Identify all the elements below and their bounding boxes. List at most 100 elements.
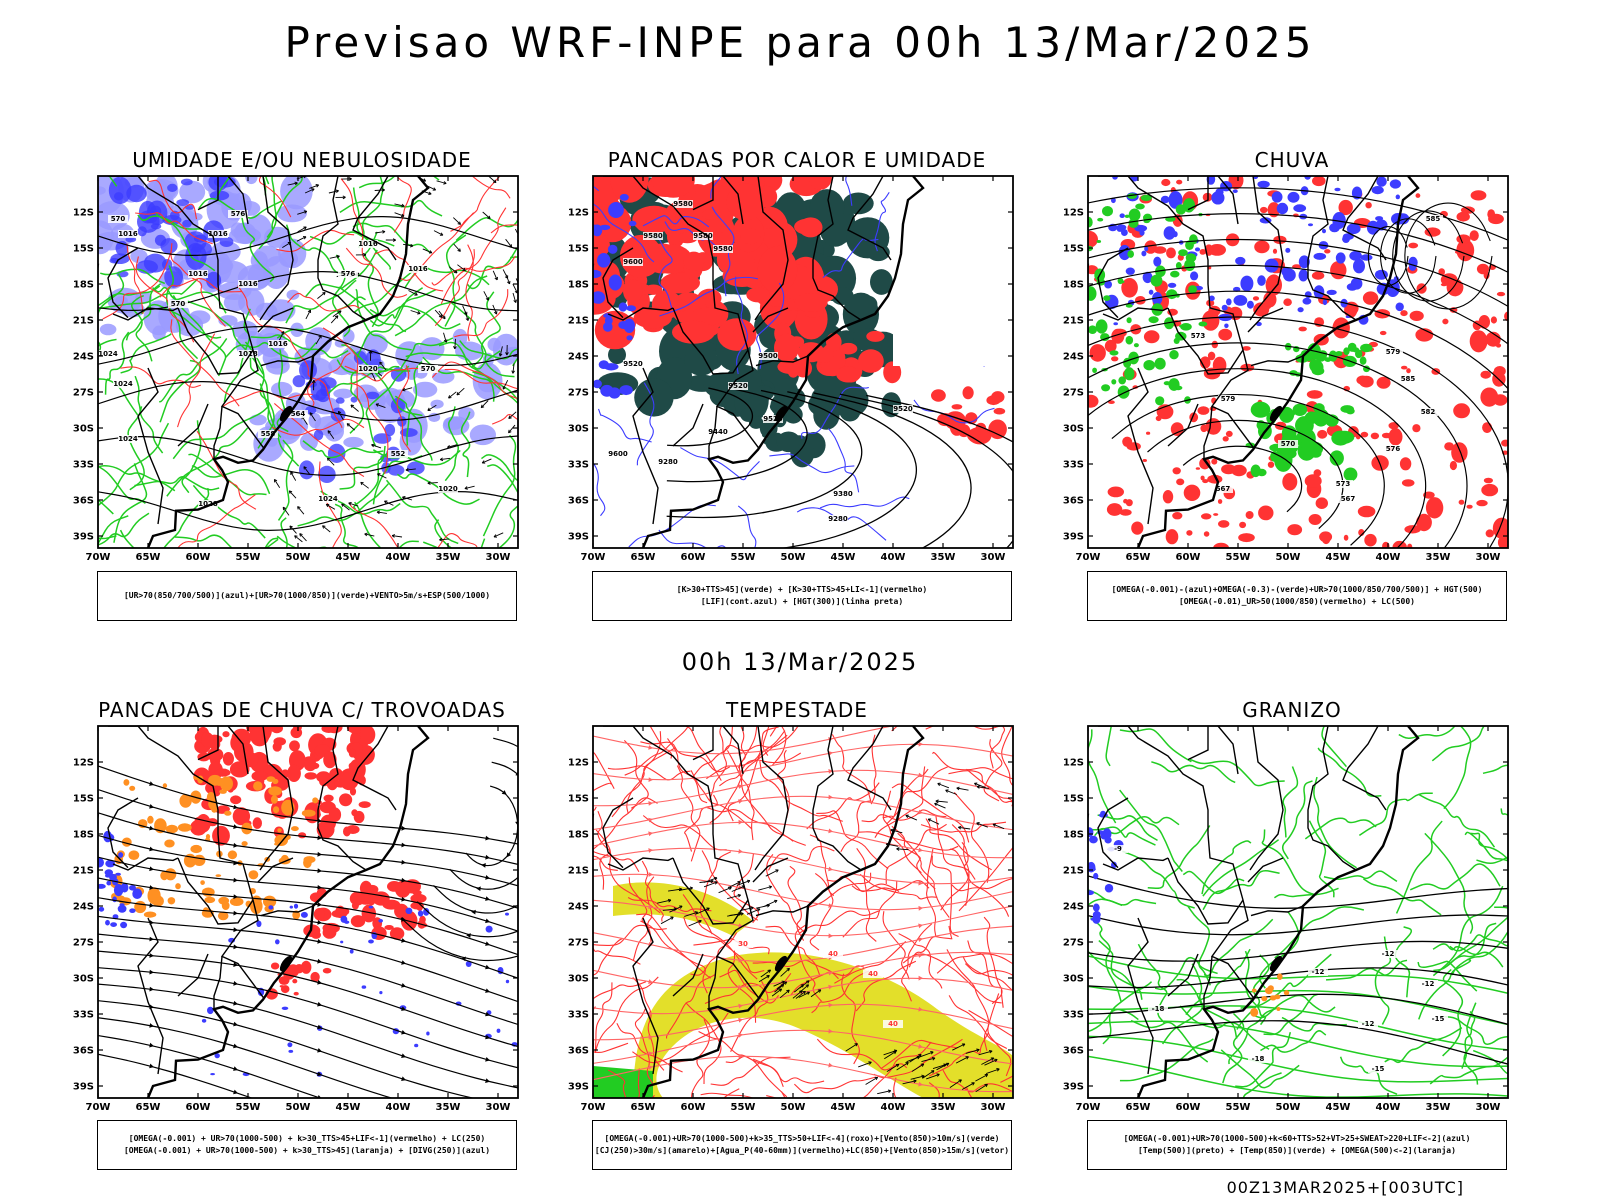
wind850-vector (937, 783, 950, 789)
thunder-red-area (328, 927, 335, 935)
wind-vector-head (945, 789, 949, 793)
wind-vector-head (364, 532, 368, 537)
lon-tick-label: 65W (1126, 1102, 1151, 1113)
wind-vector-head (935, 799, 939, 804)
omega-green-area (1100, 333, 1110, 342)
low-level-humidity-contour (480, 538, 486, 548)
humidity-mid-area (455, 341, 484, 361)
omega500-orange-area (1261, 996, 1268, 1002)
omega-green-area (1095, 319, 1108, 334)
k-tts-li-red-area (675, 204, 703, 226)
water-vapor-contour (856, 847, 877, 942)
thunder-red-area (324, 820, 334, 832)
low-level-humidity-contour (192, 484, 266, 539)
omega-red-area (1096, 345, 1103, 352)
streamline-arrowhead (466, 933, 471, 938)
omega-red-area (1408, 242, 1419, 249)
border-line (607, 307, 674, 321)
water-vapor-contour (593, 797, 658, 851)
thunder-red-area (328, 807, 342, 822)
omega-red-area (1242, 346, 1251, 351)
wind-vector-head (318, 335, 322, 339)
omega-red-area (1238, 533, 1255, 543)
lon-tick-label: 35W (1426, 552, 1451, 563)
omega-green-area (1343, 467, 1358, 482)
k-tts-green-area (809, 189, 845, 226)
temp500-contour (1088, 875, 1508, 909)
wind-vector (499, 346, 503, 357)
streamline-arrowhead (149, 866, 154, 872)
streamline-arrowhead (317, 1048, 322, 1053)
lon-tick-label: 40W (881, 552, 906, 563)
omega-red-area (1308, 514, 1322, 525)
wind-vector (464, 485, 475, 490)
lif-contour (845, 176, 853, 206)
wind-vector (317, 292, 326, 299)
humidity-mid-area (452, 328, 468, 346)
streamline-arrowhead (149, 885, 154, 890)
water-vapor-contour (693, 938, 770, 955)
humidity-mid-area (412, 381, 438, 398)
k-tts-li-red-area (632, 205, 676, 233)
wind-vector (480, 400, 489, 409)
hgt300-contour (666, 389, 863, 519)
streamline-arrowhead (317, 1024, 322, 1030)
lon-tick-label: 50W (781, 1102, 806, 1113)
thunder-orange-area (193, 854, 206, 866)
wind-vector (332, 310, 342, 317)
temp500-contour (1088, 967, 1508, 989)
divergence-area (496, 1028, 501, 1033)
lc850-streamline (593, 1029, 1013, 1065)
water-vapor-contour (777, 749, 790, 819)
wind-vector-head (336, 254, 340, 259)
omega-red-area (1485, 529, 1494, 538)
streamline-arrowhead (520, 871, 525, 876)
thunder-red-area (339, 793, 353, 807)
lat-tick-label: 39S (1063, 1082, 1084, 1093)
wind-vector-head (746, 879, 751, 884)
streamline-arrowhead (828, 933, 833, 939)
legend-box: [UR>70(850/700/500)](azul)+[UR>70(1000/8… (97, 571, 517, 621)
water-vapor-contour (962, 957, 1013, 992)
border-line (1307, 726, 1357, 871)
omega-red-area (1407, 543, 1413, 548)
temp850-contour (1418, 958, 1472, 1020)
divergence-area (98, 906, 105, 912)
omega-red-area (1482, 422, 1493, 433)
lon-tick-label: 35W (931, 1102, 956, 1113)
wind-vector (296, 236, 307, 242)
omega-green-area (1150, 274, 1163, 287)
omega-green-area (1155, 396, 1165, 406)
omega-green-area (1315, 352, 1327, 362)
hail-index-area (1104, 836, 1112, 844)
low-level-humidity-contour (223, 308, 251, 403)
lif-contour (710, 176, 723, 199)
pressure-isobar (98, 326, 518, 366)
temp850-contour (1282, 766, 1299, 838)
wind-vector (327, 430, 335, 440)
thickness-contour (287, 292, 360, 312)
water-vapor-contour (861, 809, 947, 823)
hgt500-contour (1182, 445, 1303, 513)
divergence-area (378, 919, 384, 923)
lat-tick-label: 36S (568, 496, 589, 507)
divergence-area (268, 905, 274, 910)
lc850-streamline (593, 1055, 1013, 1093)
thunder-orange-area (147, 887, 161, 905)
thunder-red-area (301, 960, 312, 974)
omega-red-area (1483, 271, 1490, 280)
omega-red-area (1466, 504, 1473, 509)
wind-vector-head (322, 525, 326, 529)
wind850-vector (945, 789, 957, 795)
wind-vector-head (448, 395, 452, 399)
streamline-arrowhead (828, 1028, 833, 1034)
thunder-red-area (236, 761, 246, 770)
omega-red-area (1108, 400, 1115, 404)
wind-vector-head (311, 188, 315, 192)
thickness-contour (196, 430, 257, 510)
omega-blue-area (1395, 302, 1404, 312)
omega-red-area (1172, 512, 1183, 520)
k-tts-li-red-area (839, 342, 858, 355)
k-tts-li-red-area (593, 231, 610, 260)
low-level-humidity-contour (338, 286, 407, 333)
